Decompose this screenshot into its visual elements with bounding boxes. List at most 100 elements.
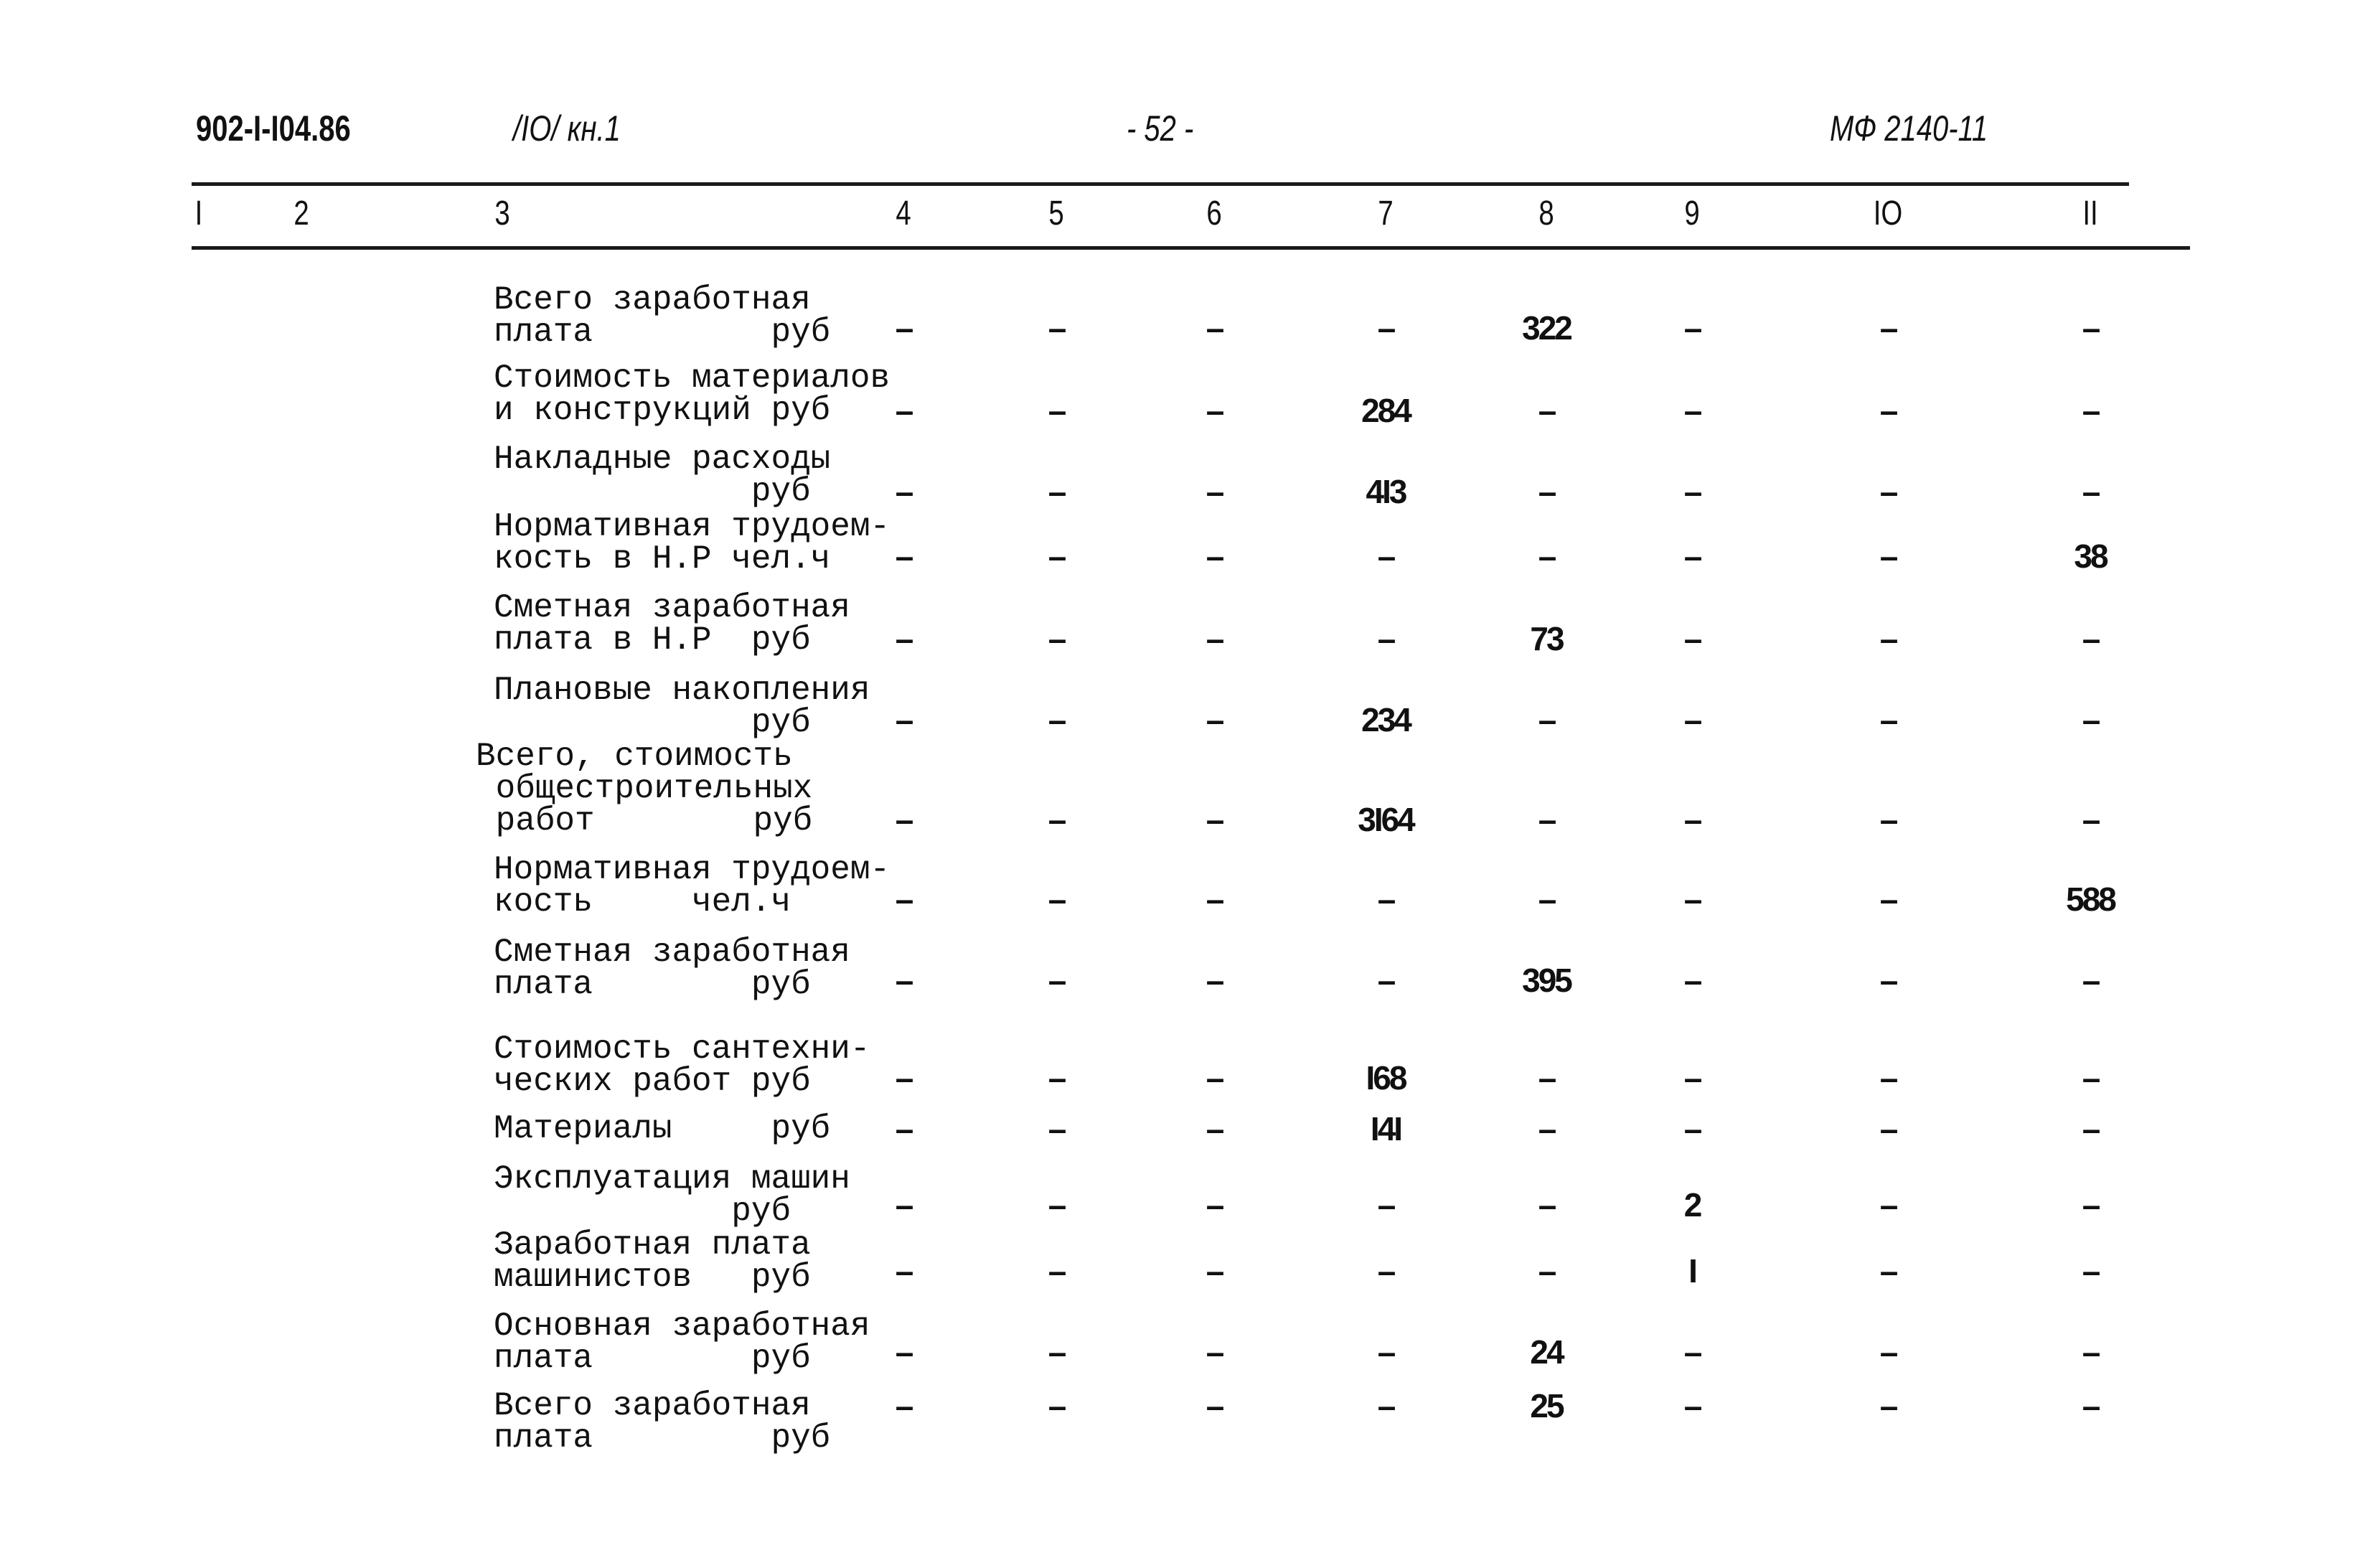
table-cell: – bbox=[895, 1387, 914, 1424]
row-label-line: Материалы руб bbox=[494, 1109, 831, 1147]
table-cell: – bbox=[1048, 800, 1067, 838]
table-cell: – bbox=[895, 473, 914, 510]
row-label-line: Заработная плата bbox=[494, 1226, 811, 1264]
page-number: - 52 - bbox=[1127, 108, 1194, 149]
table-cell: I68 bbox=[1366, 1059, 1408, 1097]
row-label-line: Всего, стоимость bbox=[476, 738, 793, 776]
row-label-line: Основная заработная bbox=[494, 1308, 870, 1346]
row-label: Заработная плата машинистов руб bbox=[494, 1229, 811, 1294]
table-cell: – bbox=[1538, 880, 1557, 918]
table-cell: – bbox=[1538, 1252, 1557, 1290]
row-label-line: плата руб bbox=[494, 966, 811, 1004]
table-cell: – bbox=[895, 537, 914, 575]
row-label-line: Нормативная трудоем- bbox=[494, 508, 891, 546]
table-cell: – bbox=[1879, 1059, 1899, 1097]
row-label: Всего, стоимость общестроительных работ … bbox=[476, 738, 813, 840]
row-label-line: Нормативная трудоем- bbox=[494, 851, 891, 889]
table-cell: – bbox=[1538, 1059, 1557, 1097]
table-cell: – bbox=[1683, 1387, 1703, 1424]
column-header: 4 bbox=[896, 194, 911, 233]
table-cell: – bbox=[1048, 1387, 1067, 1424]
table-cell: – bbox=[2082, 1109, 2101, 1147]
table-cell: – bbox=[1683, 1333, 1703, 1371]
table-cell: – bbox=[1377, 880, 1396, 918]
row-label-line: Эксплуатация машин bbox=[494, 1160, 850, 1198]
table-cell: – bbox=[1879, 880, 1899, 918]
table-cell: 24 bbox=[1530, 1333, 1564, 1371]
table-cell: – bbox=[1206, 391, 1225, 429]
table-cell: – bbox=[1206, 1387, 1225, 1424]
row-label-line: руб bbox=[494, 473, 811, 511]
top-rule bbox=[192, 182, 2129, 186]
table-cell: – bbox=[1538, 537, 1557, 575]
row-label-line: плата руб bbox=[494, 1340, 811, 1378]
row-label: Плановые накопления руб bbox=[494, 672, 870, 739]
table-cell: – bbox=[1538, 700, 1557, 738]
row-label-line: работ руб bbox=[476, 802, 813, 840]
table-cell: – bbox=[1879, 1109, 1899, 1147]
table-cell: – bbox=[1206, 1059, 1225, 1097]
row-label-line: Стоимость сантехни- bbox=[494, 1030, 870, 1068]
table-cell: 38 bbox=[2074, 537, 2108, 575]
column-header: I bbox=[194, 194, 203, 233]
row-label: Материалы руб bbox=[494, 1109, 831, 1147]
table-cell: – bbox=[1377, 309, 1396, 347]
row-label: Всего заработная плата руб bbox=[494, 283, 830, 349]
table-cell: – bbox=[895, 391, 914, 429]
table-cell: – bbox=[2082, 1387, 2101, 1424]
table-cell: – bbox=[1683, 800, 1703, 838]
row-label: Основная заработная плата руб bbox=[494, 1310, 870, 1375]
table-cell: – bbox=[1683, 619, 1703, 657]
table-cell: – bbox=[1048, 309, 1067, 347]
table-cell: – bbox=[895, 1333, 914, 1371]
table-cell: – bbox=[1879, 1333, 1899, 1371]
row-label-line: плата руб bbox=[494, 1419, 831, 1457]
table-cell: – bbox=[1377, 619, 1396, 657]
table-cell: – bbox=[1048, 700, 1067, 738]
table-cell: – bbox=[1048, 1252, 1067, 1290]
table-cell: 234 bbox=[1361, 700, 1412, 738]
table-cell: – bbox=[1538, 1109, 1557, 1147]
table-cell: 395 bbox=[1522, 961, 1573, 999]
table-cell: – bbox=[1683, 537, 1703, 575]
table-cell: 4I3 bbox=[1366, 473, 1408, 510]
table-cell: – bbox=[2082, 1186, 2101, 1224]
table-cell: – bbox=[1879, 391, 1899, 429]
table-cell: – bbox=[895, 1059, 914, 1097]
table-cell: – bbox=[1206, 309, 1225, 347]
table-cell: – bbox=[2082, 309, 2101, 347]
column-header: 9 bbox=[1684, 194, 1700, 233]
table-cell: – bbox=[1879, 537, 1899, 575]
table-cell: – bbox=[1206, 473, 1225, 510]
row-label: Нормативная трудоем-кость чел.ч bbox=[494, 851, 891, 919]
table-cell: – bbox=[2082, 473, 2101, 510]
table-cell: – bbox=[895, 1109, 914, 1147]
row-label-line: кость в Н.Р чел.ч bbox=[494, 540, 831, 578]
table-cell: – bbox=[1048, 880, 1067, 918]
table-cell: – bbox=[1683, 1109, 1703, 1147]
header-rule bbox=[192, 246, 2190, 250]
row-label-line: плата в Н.Р руб bbox=[494, 621, 811, 659]
row-label-line: Плановые накопления bbox=[494, 672, 870, 710]
table-cell: – bbox=[1377, 1252, 1396, 1290]
table-cell: – bbox=[895, 1252, 914, 1290]
column-header: 5 bbox=[1048, 194, 1064, 233]
row-label: Накладные расходы руб bbox=[494, 443, 830, 508]
table-cell: – bbox=[1206, 1252, 1225, 1290]
table-cell: – bbox=[895, 800, 914, 838]
row-label-line: общестроительных bbox=[476, 770, 813, 808]
table-cell: 3I64 bbox=[1358, 800, 1416, 838]
table-cell: – bbox=[1206, 619, 1225, 657]
column-header: 8 bbox=[1538, 194, 1554, 233]
table-cell: – bbox=[2082, 1059, 2101, 1097]
table-cell: – bbox=[1879, 1252, 1899, 1290]
table-cell: – bbox=[1048, 537, 1067, 575]
table-cell: – bbox=[895, 1186, 914, 1224]
row-label-line: Стоимость материалов bbox=[494, 360, 891, 398]
table-cell: 25 bbox=[1530, 1387, 1564, 1424]
column-header: 6 bbox=[1206, 194, 1222, 233]
registry-number: МФ 2140-11 bbox=[1830, 108, 1988, 149]
table-cell: – bbox=[2082, 961, 2101, 999]
table-cell: – bbox=[2082, 619, 2101, 657]
table-cell: – bbox=[1879, 1387, 1899, 1424]
